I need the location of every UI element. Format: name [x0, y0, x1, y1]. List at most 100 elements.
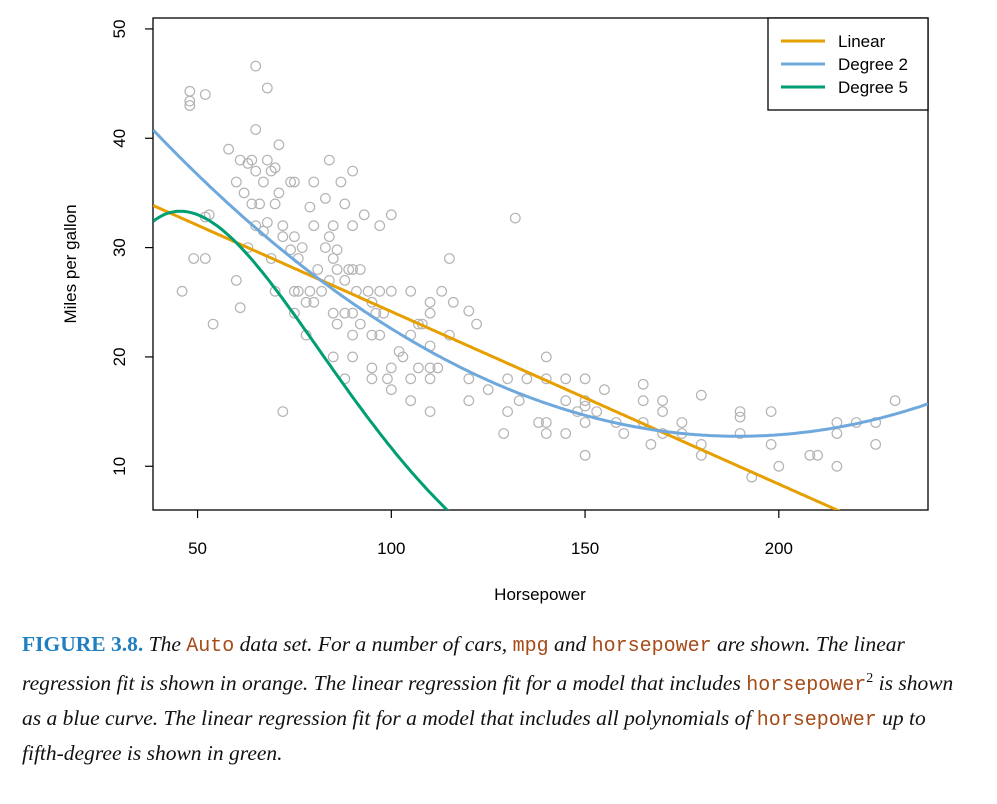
- data-point: [637, 378, 649, 390]
- chart-figure: 50 100 150 200 10 20 30 40 50 Horsepower Miles …: [61, 17, 929, 604]
- data-point: [269, 162, 281, 174]
- data-point: [540, 428, 552, 439]
- data-point: [889, 395, 901, 407]
- fit-curves: [153, 128, 928, 510]
- data-point: [444, 253, 455, 264]
- data-points: [176, 60, 901, 483]
- data-point: [250, 165, 262, 177]
- caption-code-term: horsepower: [756, 709, 877, 733]
- data-point: [676, 417, 688, 428]
- caption-text: The: [143, 632, 187, 656]
- data-point: [591, 406, 603, 418]
- legend-label-linear: Linear: [838, 32, 886, 51]
- data-point: [277, 406, 289, 418]
- data-point: [285, 176, 297, 188]
- data-point: [405, 395, 417, 407]
- data-point: [765, 406, 777, 418]
- caption-body: The Auto data set. For a number of cars,…: [22, 632, 953, 765]
- data-point: [308, 296, 320, 308]
- caption-superscript: 2: [866, 671, 874, 686]
- data-point: [463, 373, 475, 385]
- legend: Linear Degree 2 Degree 5: [767, 17, 929, 111]
- y-tick-label: 10: [110, 457, 129, 476]
- data-point: [273, 187, 285, 199]
- data-point: [289, 307, 300, 319]
- caption-code-term: horsepower: [591, 635, 712, 658]
- data-point: [734, 428, 746, 439]
- data-point: [540, 417, 552, 428]
- data-point: [273, 139, 285, 151]
- data-point: [362, 285, 374, 297]
- data-point: [347, 329, 359, 341]
- caption-code-term: mpg: [512, 635, 549, 658]
- data-point: [331, 318, 343, 330]
- data-point: [358, 209, 370, 221]
- figure-caption: FIGURE 3.8. The Auto data set. For a num…: [22, 628, 972, 769]
- data-point: [327, 307, 339, 319]
- data-point: [397, 351, 409, 363]
- data-point: [560, 373, 572, 385]
- x-tick-label: 150: [571, 539, 599, 558]
- data-point: [424, 362, 436, 374]
- degree5-fit-curve: [153, 209, 450, 510]
- data-point: [831, 428, 843, 439]
- data-point: [870, 439, 882, 450]
- data-point: [207, 318, 219, 330]
- data-point: [289, 285, 300, 297]
- data-point: [347, 165, 359, 177]
- data-point: [405, 285, 417, 297]
- data-point: [424, 296, 436, 308]
- data-point: [312, 264, 324, 275]
- data-point: [335, 176, 347, 188]
- data-point: [320, 192, 331, 204]
- x-tick-label: 200: [765, 539, 793, 558]
- data-point: [765, 439, 777, 450]
- caption-text: up to fifth-degree is shown in green.: [22, 706, 926, 766]
- data-point: [498, 428, 510, 439]
- data-point: [289, 231, 300, 243]
- data-point: [347, 351, 359, 363]
- data-point: [533, 417, 544, 428]
- data-point: [327, 253, 339, 264]
- data-point: [385, 362, 397, 374]
- data-point: [265, 165, 277, 177]
- data-point: [560, 428, 572, 439]
- y-axis-title: Miles per gallon: [61, 204, 80, 323]
- data-point: [413, 318, 424, 330]
- data-point: [277, 231, 289, 243]
- figure-label: FIGURE 3.8.: [22, 632, 144, 656]
- data-point: [560, 395, 572, 407]
- data-point: [471, 318, 483, 330]
- data-point: [424, 307, 436, 319]
- scatter-chart: 50 100 150 200 10 20 30 40 50 Horsepower Miles …: [61, 17, 929, 604]
- data-point: [502, 406, 514, 418]
- data-point: [258, 176, 269, 188]
- data-point: [385, 384, 397, 396]
- data-point: [261, 154, 273, 166]
- data-point: [773, 460, 785, 472]
- data-point: [323, 154, 335, 166]
- data-point: [366, 362, 378, 374]
- data-point: [304, 201, 316, 213]
- data-point: [184, 85, 196, 97]
- data-point: [327, 220, 339, 232]
- data-point: [734, 406, 746, 418]
- data-point: [870, 417, 882, 428]
- data-point: [513, 395, 525, 407]
- data-point: [242, 242, 254, 254]
- data-point: [238, 187, 250, 199]
- y-axis: 10 20 30 40 50: [110, 19, 153, 476]
- data-point: [424, 406, 436, 418]
- data-point: [509, 212, 521, 224]
- y-tick-label: 40: [110, 129, 129, 148]
- data-point: [339, 198, 351, 210]
- data-point: [327, 351, 339, 363]
- data-point: [436, 285, 448, 297]
- data-point: [385, 209, 397, 221]
- data-point: [354, 264, 366, 275]
- data-point: [432, 362, 444, 374]
- data-point: [579, 449, 591, 461]
- data-point: [347, 220, 359, 232]
- x-tick-label: 50: [188, 539, 207, 558]
- data-point: [347, 307, 359, 319]
